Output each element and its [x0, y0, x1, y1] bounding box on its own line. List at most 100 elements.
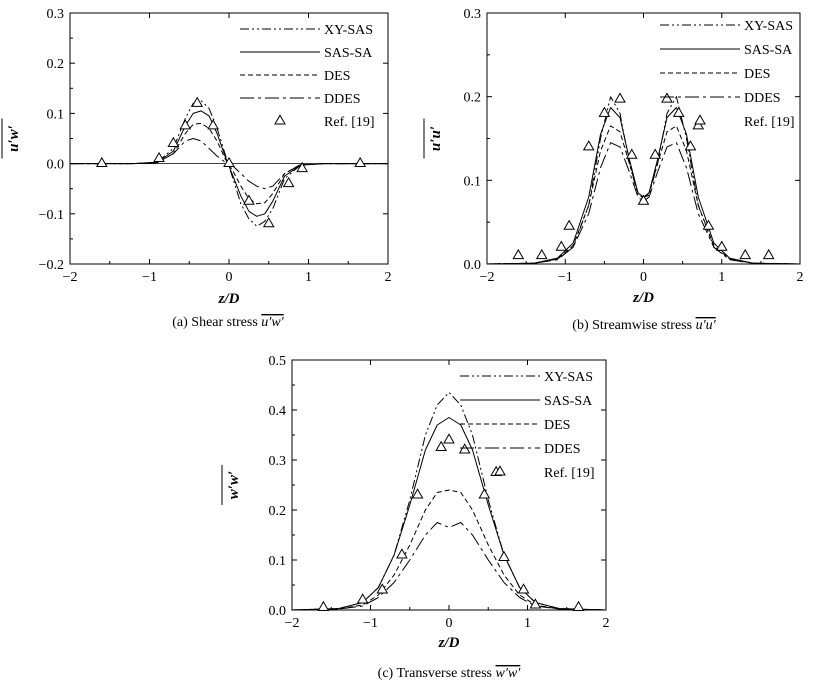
legend: XY-SAS SAS-SA DES DDES Ref. [19] — [240, 23, 375, 130]
ref-marker — [376, 583, 389, 594]
x-axis-label: z/D — [632, 290, 654, 306]
y-tick-label: −0.1 — [39, 208, 64, 223]
y-tick-label: 0.1 — [47, 107, 65, 122]
series-line-ddes — [486, 142, 801, 265]
ref-marker — [582, 140, 595, 151]
ref-marker — [179, 119, 192, 130]
ref-marker — [356, 593, 369, 604]
legend-label: Ref. [19] — [544, 466, 595, 481]
x-tick-label: −2 — [63, 270, 78, 285]
legend-label: SAS-SA — [544, 394, 593, 409]
legend-label: XY-SAS — [544, 370, 593, 385]
x-tick-label: −1 — [363, 616, 378, 631]
ref-marker — [739, 248, 752, 260]
ref-marker — [498, 550, 510, 561]
ref-marker — [649, 148, 662, 159]
ref-marker — [661, 92, 673, 103]
legend-label: SAS-SA — [744, 43, 793, 58]
x-tick-label: −2 — [285, 616, 300, 631]
ref-marker — [572, 600, 585, 611]
y-tick-label: 0.2 — [464, 91, 482, 106]
legend-marker — [694, 114, 706, 125]
x-tick-label: −2 — [480, 270, 495, 285]
y-tick-label: 0.1 — [464, 174, 482, 189]
legend: XY-SAS SAS-SA DES DDES Ref. [19] — [660, 19, 795, 130]
ref-marker — [478, 488, 491, 499]
legend-label: SAS-SA — [324, 46, 373, 61]
y-axis-label: w′w′ — [226, 471, 242, 499]
ref-marker — [296, 161, 309, 173]
x-tick-label: 0 — [446, 616, 453, 631]
legend-label: DDES — [744, 91, 781, 106]
x-tick-label: 0 — [226, 270, 233, 285]
ref-marker — [207, 119, 219, 130]
legend-marker — [274, 114, 286, 125]
ref-marker — [762, 248, 775, 260]
x-tick-label: 1 — [718, 270, 725, 285]
legend-label: DES — [544, 418, 570, 433]
series-line-des — [291, 489, 607, 611]
ref-marker — [191, 96, 204, 107]
ref-marker — [637, 194, 650, 205]
ref-marker — [535, 248, 548, 260]
x-tick-label: 1 — [524, 616, 531, 631]
ref-marker — [529, 598, 542, 609]
y-axis-label: u′w′ — [6, 125, 22, 152]
y-tick-label: 0.2 — [269, 504, 287, 519]
y-tick-label: 0.3 — [269, 454, 287, 469]
x-tick-label: 1 — [305, 270, 312, 285]
ref-marker — [512, 248, 525, 260]
panel-caption: (c) Transverse stress w′w′ — [378, 666, 522, 681]
y-tick-label: 0.4 — [269, 404, 287, 419]
legend-label: DES — [324, 69, 350, 84]
legend-label: DDES — [324, 92, 361, 107]
ref-marker — [317, 600, 330, 611]
ref-marker — [563, 219, 576, 230]
ref-marker — [223, 156, 235, 168]
ref-marker — [555, 240, 568, 251]
y-tick-label: −0.2 — [39, 258, 64, 273]
legend-label: DDES — [544, 442, 581, 457]
x-tick-label: 2 — [603, 616, 610, 631]
x-axis-label: z/D — [438, 635, 460, 651]
panel-caption: (b) Streamwise stress u′u′ — [572, 318, 716, 333]
chart-panel-1: −2 −1 0 1 2 −0.2 −0.1 0.0 0.1 0.2 0.3 XY-SAS SAS-SA D… — [1, 7, 392, 330]
legend-label: Ref. [19] — [324, 115, 375, 130]
x-axis-label: z/D — [218, 291, 240, 307]
series-line-ddes — [291, 522, 607, 611]
y-tick-label: 0.2 — [47, 57, 65, 72]
y-tick-label: 0.3 — [464, 7, 482, 22]
x-tick-label: 2 — [385, 270, 392, 285]
y-tick-label: 0.5 — [269, 354, 287, 369]
ref-marker — [95, 156, 108, 168]
ref-marker — [715, 240, 728, 251]
panel-caption: (a) Shear stress u′w′ — [172, 315, 284, 330]
ref-marker — [702, 219, 715, 230]
x-tick-label: −1 — [558, 270, 573, 285]
legend-label: XY-SAS — [744, 19, 793, 34]
ref-marker — [396, 548, 408, 559]
x-tick-label: −1 — [142, 270, 157, 285]
x-tick-label: 2 — [797, 270, 804, 285]
ref-marker — [443, 433, 455, 444]
chart-panel-3: −2 −1 0 1 2 0.0 0.1 0.2 0.3 0.4 0.5 XY-SAS SAS-SA DES… — [221, 354, 610, 681]
legend-label: Ref. [19] — [744, 115, 795, 130]
legend: XY-SAS SAS-SA DES DDES Ref. [19] — [460, 370, 595, 481]
y-tick-label: 0.0 — [464, 258, 482, 273]
ref-marker — [684, 140, 697, 151]
ref-marker — [517, 583, 530, 594]
ref-marker — [411, 488, 424, 499]
ref-marker — [598, 106, 611, 117]
legend-label: DES — [744, 67, 770, 82]
ref-marker — [354, 156, 367, 168]
chart-panel-2: −2 −1 0 1 2 0.0 0.1 0.2 0.3 XY-SAS SAS-SA DES DDES Re… — [423, 7, 804, 333]
y-tick-label: 0.1 — [269, 554, 287, 569]
ref-marker — [614, 92, 626, 103]
legend-label: XY-SAS — [324, 23, 373, 38]
legend-marker — [494, 465, 506, 476]
y-tick-label: 0.0 — [269, 604, 287, 619]
ref-marker — [167, 136, 180, 147]
y-axis-label: u′u′ — [428, 126, 444, 151]
ref-marker — [282, 176, 295, 188]
